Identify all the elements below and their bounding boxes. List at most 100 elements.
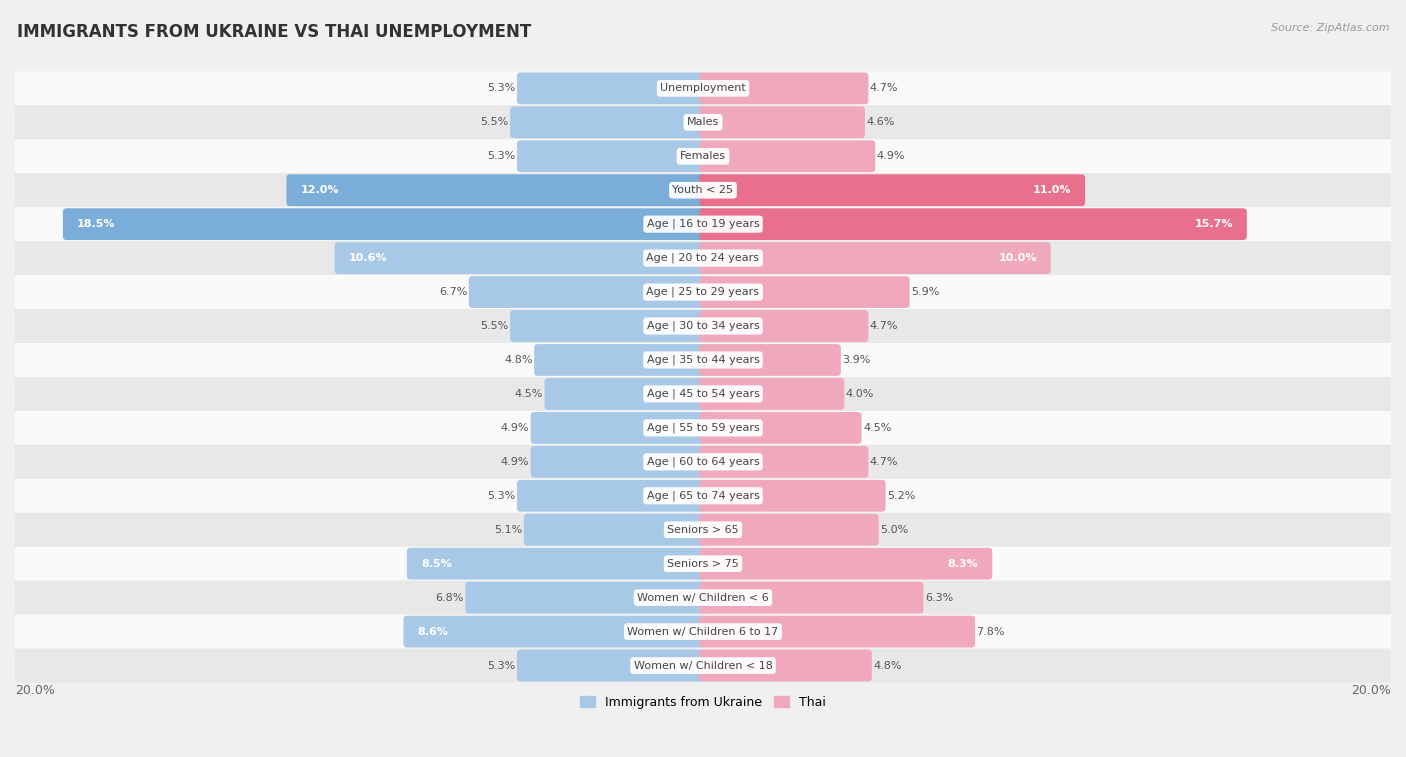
Text: 8.5%: 8.5% [420, 559, 451, 569]
FancyBboxPatch shape [465, 581, 707, 613]
Text: 20.0%: 20.0% [15, 684, 55, 697]
FancyBboxPatch shape [15, 207, 1391, 241]
Text: Age | 60 to 64 years: Age | 60 to 64 years [647, 456, 759, 467]
FancyBboxPatch shape [15, 105, 1391, 139]
FancyBboxPatch shape [15, 71, 1391, 105]
Text: 5.3%: 5.3% [488, 83, 516, 93]
FancyBboxPatch shape [699, 480, 886, 512]
Text: Seniors > 75: Seniors > 75 [666, 559, 740, 569]
FancyBboxPatch shape [517, 140, 707, 172]
Text: 4.8%: 4.8% [873, 661, 901, 671]
FancyBboxPatch shape [544, 378, 707, 410]
Text: 6.8%: 6.8% [436, 593, 464, 603]
Text: 10.0%: 10.0% [998, 253, 1036, 263]
Text: 11.0%: 11.0% [1032, 185, 1071, 195]
Text: 3.9%: 3.9% [842, 355, 870, 365]
FancyBboxPatch shape [15, 581, 1391, 615]
FancyBboxPatch shape [510, 107, 707, 139]
FancyBboxPatch shape [534, 344, 707, 376]
Text: 7.8%: 7.8% [977, 627, 1005, 637]
Text: 4.9%: 4.9% [877, 151, 905, 161]
Text: Age | 16 to 19 years: Age | 16 to 19 years [647, 219, 759, 229]
Text: 18.5%: 18.5% [77, 220, 115, 229]
Text: Age | 30 to 34 years: Age | 30 to 34 years [647, 321, 759, 332]
FancyBboxPatch shape [510, 310, 707, 342]
FancyBboxPatch shape [699, 548, 993, 580]
Text: 8.6%: 8.6% [418, 627, 449, 637]
FancyBboxPatch shape [699, 344, 841, 376]
FancyBboxPatch shape [406, 548, 707, 580]
FancyBboxPatch shape [699, 107, 865, 139]
FancyBboxPatch shape [699, 276, 910, 308]
Text: 4.9%: 4.9% [501, 456, 529, 467]
FancyBboxPatch shape [15, 547, 1391, 581]
Text: 5.0%: 5.0% [880, 525, 908, 534]
FancyBboxPatch shape [15, 512, 1391, 547]
FancyBboxPatch shape [335, 242, 707, 274]
FancyBboxPatch shape [287, 174, 707, 206]
Text: 4.0%: 4.0% [846, 389, 875, 399]
FancyBboxPatch shape [15, 275, 1391, 309]
Text: 8.3%: 8.3% [948, 559, 979, 569]
Text: Females: Females [681, 151, 725, 161]
Text: 6.3%: 6.3% [925, 593, 953, 603]
Text: Age | 55 to 59 years: Age | 55 to 59 years [647, 422, 759, 433]
Text: 10.6%: 10.6% [349, 253, 387, 263]
Text: 4.7%: 4.7% [870, 456, 898, 467]
Text: Women w/ Children < 6: Women w/ Children < 6 [637, 593, 769, 603]
Text: Source: ZipAtlas.com: Source: ZipAtlas.com [1271, 23, 1389, 33]
Text: 5.5%: 5.5% [481, 117, 509, 127]
Text: 6.7%: 6.7% [439, 287, 467, 297]
FancyBboxPatch shape [699, 73, 869, 104]
FancyBboxPatch shape [15, 139, 1391, 173]
Text: Women w/ Children < 18: Women w/ Children < 18 [634, 661, 772, 671]
FancyBboxPatch shape [468, 276, 707, 308]
FancyBboxPatch shape [15, 173, 1391, 207]
Text: 4.9%: 4.9% [501, 423, 529, 433]
Text: 4.5%: 4.5% [863, 423, 891, 433]
FancyBboxPatch shape [15, 377, 1391, 411]
Text: 5.3%: 5.3% [488, 491, 516, 501]
FancyBboxPatch shape [63, 208, 707, 240]
Text: Age | 25 to 29 years: Age | 25 to 29 years [647, 287, 759, 298]
FancyBboxPatch shape [699, 140, 876, 172]
FancyBboxPatch shape [699, 615, 974, 647]
Text: Seniors > 65: Seniors > 65 [668, 525, 738, 534]
FancyBboxPatch shape [699, 208, 1247, 240]
Text: 15.7%: 15.7% [1194, 220, 1233, 229]
Text: Age | 20 to 24 years: Age | 20 to 24 years [647, 253, 759, 263]
FancyBboxPatch shape [699, 581, 924, 613]
Text: Males: Males [688, 117, 718, 127]
Text: 4.8%: 4.8% [505, 355, 533, 365]
Legend: Immigrants from Ukraine, Thai: Immigrants from Ukraine, Thai [575, 690, 831, 714]
Text: 12.0%: 12.0% [301, 185, 339, 195]
Text: 4.5%: 4.5% [515, 389, 543, 399]
FancyBboxPatch shape [699, 174, 1085, 206]
Text: 5.3%: 5.3% [488, 151, 516, 161]
FancyBboxPatch shape [15, 343, 1391, 377]
FancyBboxPatch shape [15, 649, 1391, 683]
FancyBboxPatch shape [699, 242, 1050, 274]
FancyBboxPatch shape [15, 241, 1391, 275]
Text: Age | 65 to 74 years: Age | 65 to 74 years [647, 491, 759, 501]
Text: IMMIGRANTS FROM UKRAINE VS THAI UNEMPLOYMENT: IMMIGRANTS FROM UKRAINE VS THAI UNEMPLOY… [17, 23, 531, 41]
Text: Youth < 25: Youth < 25 [672, 185, 734, 195]
FancyBboxPatch shape [15, 411, 1391, 445]
FancyBboxPatch shape [15, 309, 1391, 343]
Text: 5.2%: 5.2% [887, 491, 915, 501]
FancyBboxPatch shape [699, 514, 879, 546]
Text: 4.7%: 4.7% [870, 83, 898, 93]
FancyBboxPatch shape [524, 514, 707, 546]
FancyBboxPatch shape [530, 412, 707, 444]
Text: Women w/ Children 6 to 17: Women w/ Children 6 to 17 [627, 627, 779, 637]
FancyBboxPatch shape [15, 479, 1391, 512]
Text: Age | 45 to 54 years: Age | 45 to 54 years [647, 388, 759, 399]
Text: Age | 35 to 44 years: Age | 35 to 44 years [647, 355, 759, 365]
Text: 5.3%: 5.3% [488, 661, 516, 671]
FancyBboxPatch shape [699, 412, 862, 444]
FancyBboxPatch shape [15, 445, 1391, 479]
Text: 4.7%: 4.7% [870, 321, 898, 331]
Text: 5.5%: 5.5% [481, 321, 509, 331]
Text: 5.9%: 5.9% [911, 287, 939, 297]
FancyBboxPatch shape [404, 615, 707, 647]
